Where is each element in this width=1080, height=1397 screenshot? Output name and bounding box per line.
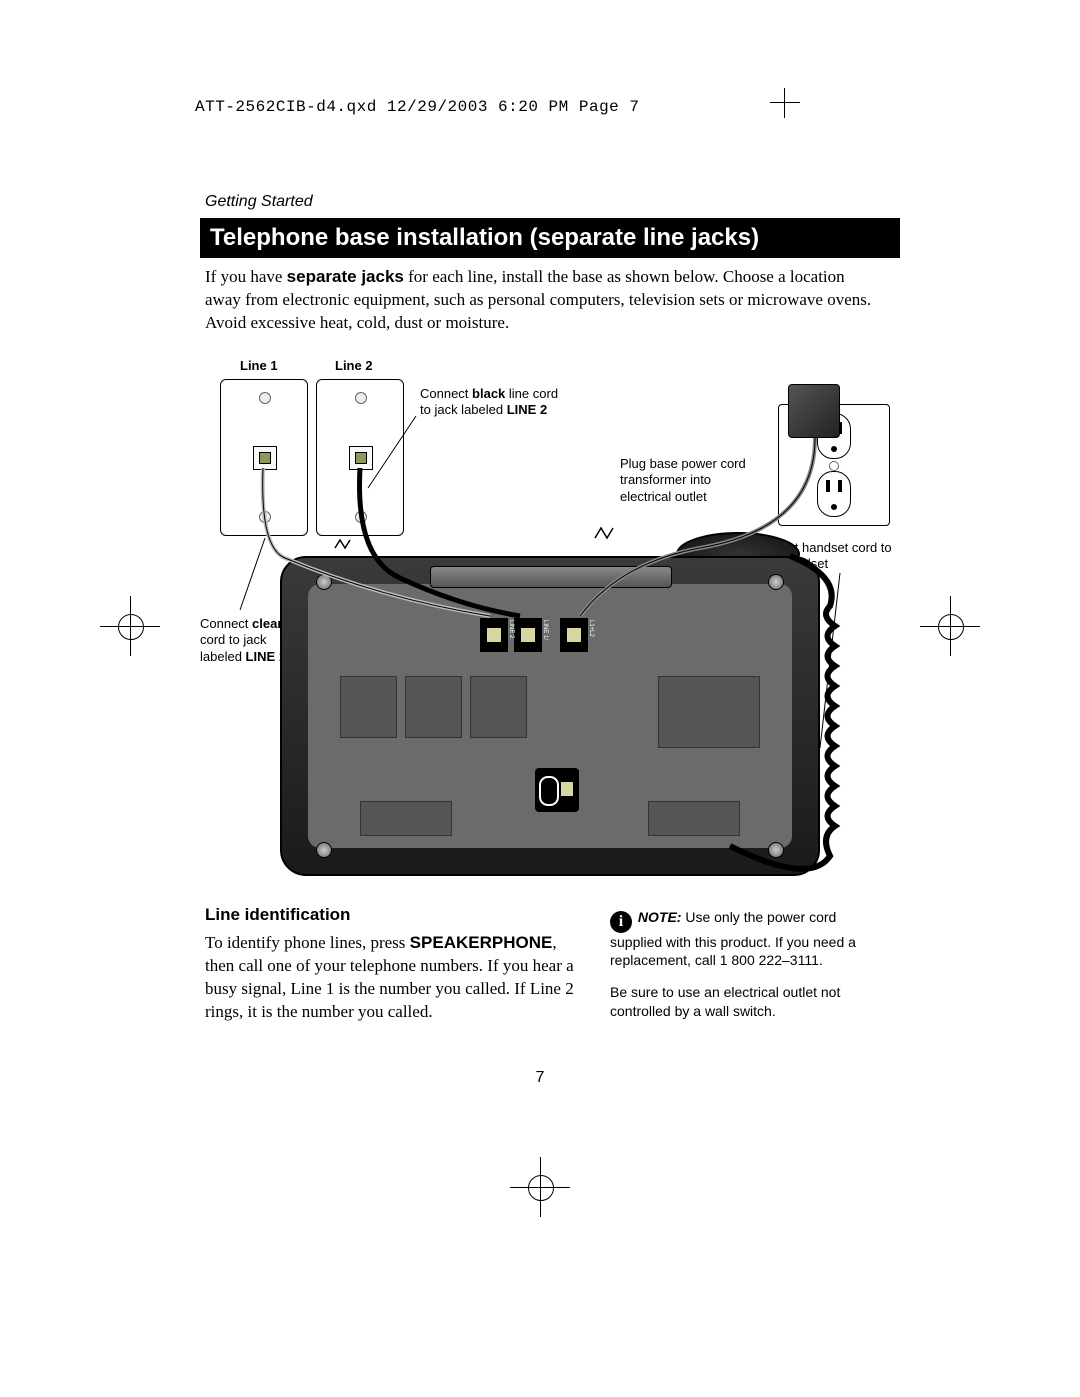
file-header: ATT-2562CIB-d4.qxd 12/29/2003 6:20 PM Pa… [195,98,639,116]
installation-diagram: Line 1 Line 2 Connect black line cord to… [200,348,890,888]
intro-paragraph: If you have separate jacks for each line… [205,266,880,335]
section-label: Getting Started [205,193,313,211]
info-icon: i [610,911,632,933]
page-title: Telephone base installation (separate li… [200,218,900,258]
coiled-cord [780,556,850,896]
subheading: Line identification [205,905,350,925]
line1-label: Line 1 [240,358,278,374]
document-page: ATT-2562CIB-d4.qxd 12/29/2003 6:20 PM Pa… [0,0,1080,1397]
registration-mark [510,1157,570,1217]
registration-mark [100,596,160,656]
note-block: i NOTE: Use only the power cord supplied… [610,908,885,1020]
callout-black-cord: Connect black line cord to jack labeled … [420,386,570,419]
callout-power: Plug base power cord transformer into el… [620,456,760,505]
crop-mark [770,88,800,118]
registration-mark [920,596,980,656]
phone-base: LINE 2 LINE 1/ L1+L2 [280,556,820,876]
wall-jack-1 [220,379,308,536]
page-number: 7 [0,1069,1080,1087]
line-identification-text: To identify phone lines, press SPEAKERPH… [205,932,585,1024]
line2-label: Line 2 [335,358,373,374]
line-ports: LINE 2 LINE 1/ L1+L2 [480,610,620,660]
handset-port [535,768,579,812]
power-adapter [788,384,840,438]
wall-jack-2 [316,379,404,536]
